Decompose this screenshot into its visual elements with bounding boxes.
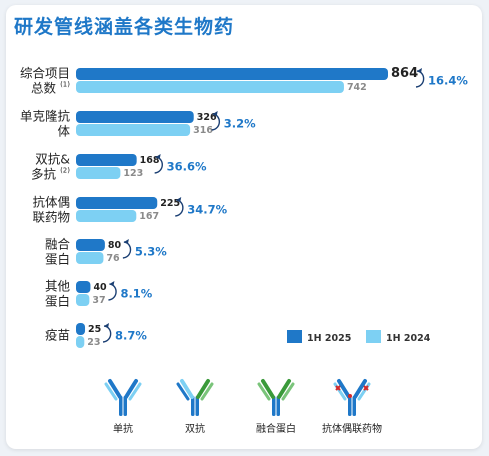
bispecific-antibody-icon: [176, 379, 214, 416]
growth-arrowhead: [417, 68, 422, 73]
bar-1h-2024: [76, 336, 85, 348]
bar-1h-2024: [76, 167, 121, 179]
bar-1h-2024: [76, 81, 344, 93]
growth-arrowhead: [123, 239, 129, 244]
bar-1h-2024: [76, 252, 104, 264]
legend-label-1h-2025: 1H 2025: [307, 333, 351, 344]
bar-1h-2025: [76, 68, 388, 80]
category-label: 其他: [45, 279, 71, 294]
category-label: 综合项目: [20, 66, 70, 81]
data-label-1h-2025: 40: [93, 282, 107, 293]
data-label-1h-2025: 225: [160, 198, 180, 209]
data-label-1h-2025: 864: [391, 66, 418, 81]
bar-1h-2025: [76, 323, 86, 335]
bar-1h-2025: [76, 197, 158, 209]
legend-swatch-1h-2024: [366, 330, 381, 343]
category-label: 融合: [45, 237, 71, 252]
growth-arrowhead: [176, 197, 182, 202]
page-title: 研发管线涵盖各类生物药: [14, 16, 235, 38]
monoclonal-antibody-icon: [104, 379, 142, 416]
bar-1h-2025: [76, 154, 137, 166]
data-label-1h-2024: 123: [123, 168, 143, 179]
growth-arrow: [102, 325, 112, 343]
growth-arrowhead: [155, 154, 161, 159]
icon-label: 融合蛋白: [256, 422, 296, 435]
fusion-protein-icon: [257, 379, 295, 416]
growth-label: 3.2%: [224, 117, 256, 131]
bar-1h-2024: [76, 294, 90, 306]
icon-label: 双抗: [185, 422, 205, 435]
category-label: 蛋白: [45, 294, 70, 309]
data-label-1h-2024: 167: [139, 211, 159, 222]
growth-arrowhead: [212, 111, 218, 116]
category-label: 蛋白: [45, 252, 70, 267]
legend-label-1h-2024: 1H 2024: [386, 333, 431, 344]
bar-1h-2025: [76, 281, 91, 293]
data-label-1h-2024: 76: [106, 253, 120, 264]
legend-swatch-1h-2025: [287, 330, 302, 343]
category-footnote: (1): [60, 81, 70, 89]
growth-arrow: [108, 283, 117, 301]
growth-label: 34.7%: [187, 203, 227, 217]
category-label: 抗体偶: [32, 195, 70, 210]
bar-1h-2024: [76, 210, 137, 222]
data-label-1h-2024: 23: [87, 337, 100, 348]
growth-arrowhead: [104, 323, 110, 328]
category-label: 双抗&: [35, 152, 70, 167]
bar-1h-2024: [76, 124, 191, 136]
data-label-1h-2025: 80: [108, 240, 122, 251]
data-label-1h-2025: 168: [140, 155, 160, 166]
category-label: 疫苗: [45, 328, 70, 343]
growth-label: 8.1%: [120, 287, 152, 301]
category-label: 单克隆抗: [20, 109, 71, 124]
growth-arrow: [122, 241, 132, 259]
data-label-1h-2025: 326: [197, 112, 217, 123]
category-label: 多抗: [31, 167, 57, 182]
category-footnote: (2): [60, 167, 70, 175]
data-label-1h-2025: 25: [88, 324, 101, 335]
category-label: 联药物: [32, 210, 70, 225]
growth-label: 5.3%: [135, 245, 167, 259]
data-label-1h-2024: 316: [193, 125, 213, 136]
growth-label: 36.6%: [167, 160, 207, 174]
growth-label: 8.7%: [115, 329, 147, 343]
adc-icon: [333, 379, 371, 416]
bar-1h-2025: [76, 111, 194, 123]
growth-label: 16.4%: [428, 74, 468, 88]
category-label: 体: [57, 124, 70, 139]
bar-1h-2025: [76, 239, 105, 251]
icon-label: 单抗: [113, 422, 133, 435]
icon-label: 抗体偶联药物: [322, 422, 382, 435]
growth-arrowhead: [109, 281, 115, 286]
data-label-1h-2024: 742: [347, 82, 367, 93]
category-label: 总数: [31, 81, 57, 96]
data-label-1h-2024: 37: [92, 295, 105, 306]
